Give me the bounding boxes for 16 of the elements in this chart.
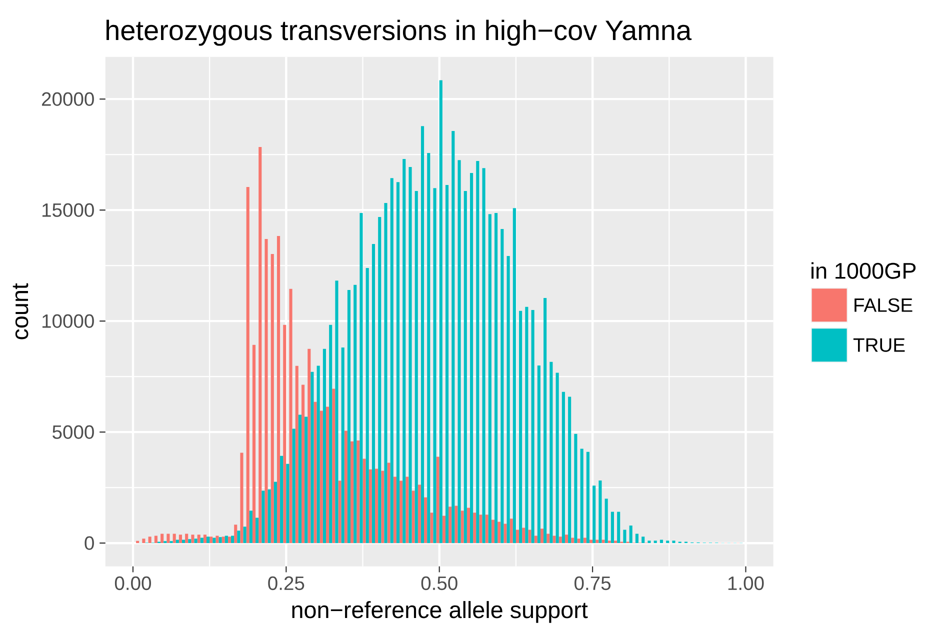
x-tick-label: 0.00 xyxy=(114,576,152,590)
y-tick-label: 15000 xyxy=(42,203,94,217)
y-tick-label: 5000 xyxy=(52,425,94,439)
y-tick-label: 20000 xyxy=(42,92,94,106)
legend-label: FALSE xyxy=(854,298,912,312)
y-tick-label: 10000 xyxy=(42,314,94,328)
chart-title: heterozygous transversions in high−cov Yamna xyxy=(106,20,692,46)
x-tick-label: 1.00 xyxy=(728,576,764,590)
x-tick-label: 0.50 xyxy=(421,576,458,590)
x-axis-title: non−reference allele support xyxy=(292,601,588,623)
y-tick-label: 0 xyxy=(84,536,94,550)
legend-title: in 1000GP xyxy=(812,262,916,279)
x-tick-label: 0.25 xyxy=(268,576,304,590)
legend-label: TRUE xyxy=(853,338,905,352)
y-axis-title: count xyxy=(12,283,28,340)
x-tick-label: 0.75 xyxy=(574,576,611,590)
